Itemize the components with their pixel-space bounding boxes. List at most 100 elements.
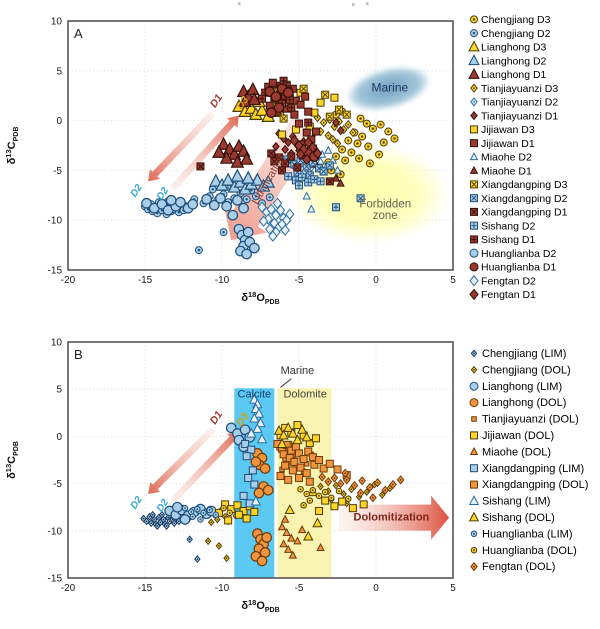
marker-diamond (363, 488, 371, 497)
marker-triangle (249, 412, 260, 423)
marker-diamond (285, 208, 295, 220)
marker-circle (470, 15, 478, 24)
marker-circle (171, 501, 183, 513)
marker-diamond (333, 138, 342, 149)
x-tick-label: -5 (295, 583, 304, 594)
marker-circle (469, 248, 479, 258)
marker-square-plus (284, 172, 293, 181)
marker-square-x (270, 157, 279, 166)
marker-circle (208, 199, 220, 211)
y-tick-label: 0 (56, 432, 62, 443)
marker-circle (368, 124, 377, 133)
legend-item-tianjiayuanzi-d3: Tianjiayuanzi D3 (470, 83, 558, 95)
legend-item-jijiawan-d3: Jijiawan D3 (470, 124, 535, 136)
y-tick-label: -15 (48, 574, 63, 585)
marker-diamond (171, 519, 178, 528)
marker-diamond (272, 141, 280, 152)
plot-border (67, 341, 454, 579)
marker-square (305, 477, 314, 486)
marker-circle (364, 142, 373, 151)
legend-label: Jijiawan (DOL) (482, 430, 554, 442)
legend-label: Huanglianba (LIM) (482, 528, 573, 540)
marker-circle (303, 490, 310, 498)
marker-square (233, 501, 242, 510)
marker-square-x (196, 162, 205, 171)
marker-triangle (333, 165, 342, 174)
y-tick-label: 10 (51, 338, 63, 349)
marker-square (319, 464, 328, 473)
marker-square-x (325, 161, 334, 170)
marker-circle (232, 194, 243, 206)
marker-circle (179, 514, 191, 525)
marker-triangle (288, 550, 298, 559)
marker-diamond (143, 517, 150, 526)
marker-circle (261, 532, 273, 543)
series-sishang-dol (273, 422, 323, 541)
dolomitization-label: Dolomitization (354, 511, 430, 523)
y-tick-label: -5 (53, 479, 62, 490)
legend-item-xiangdangping-d3: Xiangdangping D3 (470, 179, 568, 191)
marker-square (296, 100, 305, 109)
caption-pixel-fragment (366, 2, 369, 5)
marker-square (284, 475, 293, 484)
marker-square-x (325, 112, 334, 121)
marker-circle (221, 200, 232, 212)
legend-label: Tianjiayuanzi (DOL) (482, 414, 579, 426)
legend-item-jijiawan-dol: Jijiawan (DOL) (470, 430, 554, 442)
marker-square (288, 466, 297, 475)
series-fengtan-d1 (289, 134, 323, 166)
marker-square (248, 466, 257, 475)
marker-diamond (342, 475, 351, 485)
legend-item-tianjiayuanzi-dol: Tianjiayuanzi (DOL) (471, 414, 579, 426)
marker-triangle (468, 54, 480, 66)
marker-square (333, 465, 342, 474)
marker-triangle (247, 91, 262, 106)
marker-triangle (316, 156, 325, 165)
legend-label: Miaohe D1 (481, 165, 532, 177)
legend-label: Sishang D2 (481, 220, 535, 232)
legend-label: Sishang (LIM) (482, 496, 550, 508)
legend-label: Tianjiayuanzi D1 (481, 110, 558, 122)
marker-triangle (324, 145, 333, 154)
marker-square (359, 500, 368, 509)
marker-diamond (308, 141, 318, 154)
marker-diamond (324, 130, 333, 141)
marker-diamond (356, 488, 365, 498)
marker-circle (341, 156, 350, 165)
marker-diamond (324, 477, 333, 487)
marker-circle (181, 504, 189, 512)
legend-item-huanglianba-lim: Huanglianba (LIM) (470, 528, 573, 540)
marker-triangle (250, 495, 262, 506)
marker-square (242, 514, 251, 523)
y-axis-title-text: δ13CPDB (4, 441, 20, 479)
plot-border (67, 20, 454, 271)
marker-circle (141, 197, 152, 209)
legend-item-chengjiang-dol: Chengjiang (DOL) (470, 364, 571, 376)
marker-diamond (349, 127, 357, 138)
marker-circle (344, 136, 353, 145)
legend-label: Fengtan D1 (481, 289, 536, 301)
marker-triangle (261, 174, 276, 188)
marker-square (310, 460, 319, 469)
marker-diamond (280, 224, 290, 236)
y-tick-label: -10 (48, 216, 63, 227)
marker-circle (200, 509, 207, 517)
marker-triangle (469, 165, 479, 174)
x-axis-title: δ18OPDB (241, 290, 279, 306)
marker-triangle (283, 544, 293, 553)
marker-triangle (469, 152, 479, 161)
marker-circle (206, 506, 213, 514)
legend-item-miaohe-d1: Miaohe D1 (469, 165, 532, 177)
legend-item-chengjiang-d2: Chengjiang D2 (470, 28, 551, 40)
marker-circle (227, 209, 239, 221)
legend-label: Miaohe D2 (481, 152, 532, 164)
marker-circle (226, 509, 233, 517)
x-axis-title: δ18OPDB (241, 598, 279, 614)
marker-circle (220, 504, 227, 512)
marker-diamond (470, 365, 478, 374)
marker-triangle (241, 170, 256, 184)
legend-item-huanglianba-d2: Huanglianba D2 (469, 248, 556, 260)
marker-triangle (302, 191, 311, 200)
d1-arrow (148, 111, 216, 182)
